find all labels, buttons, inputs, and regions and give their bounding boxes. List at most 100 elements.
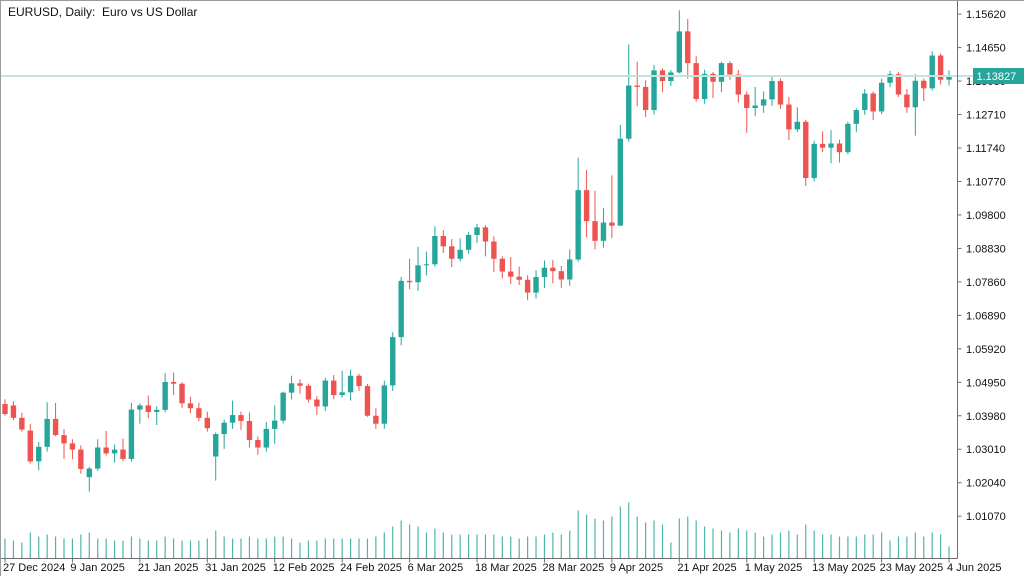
volume-bar — [38, 536, 40, 559]
volume-bar — [451, 534, 453, 559]
candle — [575, 157, 581, 262]
candle-body — [229, 415, 236, 423]
time-tick-label: 23 May 2025 — [880, 562, 944, 574]
candle-body — [769, 81, 775, 100]
volume-bar — [63, 538, 65, 559]
candle-body — [457, 249, 463, 259]
volume-bar — [906, 536, 908, 559]
volume-bar — [855, 536, 857, 559]
candle — [887, 70, 893, 88]
volume-bar — [543, 534, 546, 559]
candle — [642, 80, 649, 117]
candle — [423, 251, 430, 276]
candle — [86, 466, 92, 492]
volume-bar — [602, 520, 605, 559]
candle — [558, 266, 565, 288]
candle — [457, 238, 463, 262]
candle-body — [440, 236, 447, 247]
candle — [381, 380, 388, 429]
volume-bar — [923, 536, 925, 559]
candle-body — [491, 241, 497, 259]
candle-body — [828, 143, 834, 148]
volume-bar — [333, 538, 335, 559]
volume-bar — [459, 534, 461, 559]
candle-body — [752, 105, 758, 108]
candle-body — [347, 375, 354, 393]
candle-body — [69, 443, 76, 450]
candle — [272, 405, 278, 444]
candle-body — [710, 73, 716, 82]
price-tick-label: 1.15620 — [966, 9, 1006, 21]
volume-bar — [729, 532, 731, 559]
volume-bar — [358, 538, 360, 559]
candle-body — [651, 70, 657, 111]
candle-body — [600, 222, 607, 241]
candle-body — [373, 415, 379, 424]
candles-layer — [2, 10, 952, 492]
candle — [111, 444, 118, 463]
candle-body — [381, 385, 388, 424]
volume-bar — [215, 530, 217, 559]
volume-bar — [172, 538, 175, 559]
price-tick-label: 1.09800 — [966, 210, 1006, 222]
candle — [440, 230, 447, 253]
candle — [331, 375, 337, 400]
candle-body — [52, 418, 59, 436]
time-tick-label: 28 Mar 2025 — [542, 562, 604, 574]
volume-bar — [864, 534, 866, 559]
time-tick-label: 9 Apr 2025 — [610, 562, 663, 574]
candle — [263, 421, 269, 452]
candle — [2, 399, 8, 416]
candle-body — [19, 417, 25, 430]
candle — [651, 64, 657, 115]
candle-body — [356, 375, 362, 387]
price-tick-label: 1.11740 — [966, 143, 1005, 155]
volume-bar — [661, 524, 664, 559]
time-tick-label: 21 Apr 2025 — [677, 562, 736, 574]
candle-body — [255, 439, 261, 448]
volume-bar — [796, 534, 798, 559]
candle — [659, 68, 666, 93]
price-axis: 1.156201.146501.136801.127101.117401.107… — [957, 9, 1006, 523]
candle-body — [246, 420, 253, 440]
candle — [685, 18, 691, 79]
volume-bar — [569, 530, 571, 559]
candle — [103, 430, 109, 456]
candle-body — [465, 234, 472, 250]
volume-bar — [383, 532, 385, 559]
volume-bar — [265, 538, 267, 559]
volume-bar — [847, 536, 849, 559]
candle — [322, 377, 328, 411]
time-tick-label: 6 Mar 2025 — [408, 562, 464, 574]
candle-body — [179, 383, 185, 404]
chart-title: EURUSD, Daily: Euro vs US Dollar — [8, 5, 198, 19]
candle-body — [280, 392, 286, 421]
volume-bar — [687, 516, 689, 559]
candle-body — [836, 143, 843, 153]
candle — [777, 78, 784, 109]
volume-bar — [518, 538, 520, 559]
candle — [221, 419, 227, 449]
candle-body — [415, 265, 421, 283]
candle-body — [937, 55, 944, 80]
candle-body — [567, 259, 573, 280]
candle — [937, 53, 944, 85]
volume-bar — [349, 538, 352, 559]
candle-body — [929, 55, 935, 89]
volume-bar — [54, 536, 57, 559]
price-badge-box — [973, 68, 1024, 84]
candle — [78, 445, 84, 474]
candle — [19, 412, 25, 432]
candle-body — [634, 85, 640, 87]
candle-body — [221, 422, 227, 435]
candle-body — [583, 190, 590, 222]
candle — [533, 270, 539, 299]
volume-bar — [181, 540, 183, 559]
candle — [592, 190, 598, 250]
candle-body — [288, 383, 295, 393]
candle-body — [845, 123, 851, 153]
candle-body — [196, 408, 202, 418]
volume-bar — [290, 538, 293, 559]
candle-body — [322, 380, 328, 407]
